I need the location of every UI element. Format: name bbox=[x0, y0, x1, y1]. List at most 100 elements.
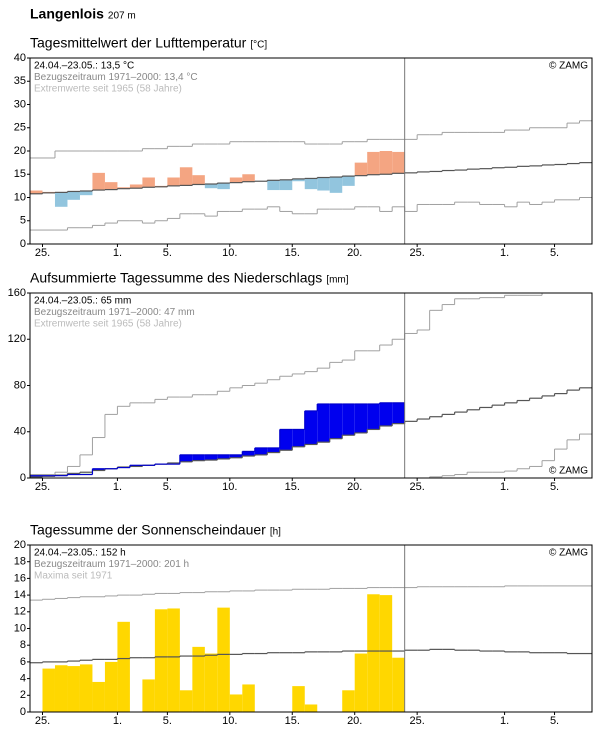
x-tick-label: 25. bbox=[35, 247, 50, 259]
bar bbox=[179, 690, 193, 712]
y-tick-label: 0 bbox=[20, 706, 26, 718]
x-tick-label: 5. bbox=[550, 481, 559, 493]
deviation-bar bbox=[92, 172, 105, 191]
deviation-bar bbox=[292, 178, 305, 182]
deviation-bar bbox=[392, 151, 405, 174]
x-tick-label: 20. bbox=[347, 481, 362, 493]
y-tick-label: 0 bbox=[20, 472, 26, 484]
station-name: Langenlois bbox=[30, 6, 104, 22]
deviation-bar bbox=[217, 183, 230, 190]
bar bbox=[379, 595, 393, 712]
deviation-bar bbox=[229, 177, 243, 183]
bar bbox=[304, 704, 318, 712]
deviation-bar bbox=[304, 178, 318, 190]
cumulative-bar bbox=[242, 451, 255, 457]
y-tick-label: 40 bbox=[14, 426, 26, 438]
deviation-bar bbox=[267, 180, 280, 191]
annotation-box bbox=[31, 546, 221, 584]
plot-frame bbox=[29, 57, 593, 245]
chart-unit: [°C] bbox=[250, 40, 267, 51]
x-tick-label: 5. bbox=[550, 247, 559, 259]
x-tick-label: 25. bbox=[35, 715, 50, 727]
cumulative-bar bbox=[392, 402, 405, 424]
deviation-bar bbox=[192, 175, 205, 185]
annotation: Maxima seit 1971 bbox=[34, 571, 113, 582]
bar bbox=[79, 664, 93, 712]
chart-unit: [mm] bbox=[326, 275, 348, 286]
station-elevation: 207 m bbox=[108, 11, 136, 22]
y-tick-label: 5 bbox=[20, 215, 26, 227]
x-tick-label: 15. bbox=[285, 481, 300, 493]
deviation-bar bbox=[317, 177, 330, 191]
bar bbox=[354, 653, 368, 712]
bar bbox=[217, 607, 230, 712]
cumulative-bar bbox=[179, 454, 193, 462]
annotation-box bbox=[31, 59, 221, 97]
bar bbox=[392, 657, 405, 712]
bar bbox=[167, 608, 180, 712]
deviation-bar bbox=[329, 177, 343, 193]
x-tick-label: 5. bbox=[550, 715, 559, 727]
bar bbox=[67, 666, 80, 712]
x-tick-label: 1. bbox=[113, 481, 122, 493]
cumulative-bar bbox=[217, 454, 230, 459]
cumulative-bar bbox=[79, 472, 93, 475]
deviation-bar bbox=[79, 190, 93, 196]
cumulative-bar bbox=[317, 404, 330, 443]
x-tick-label: 1. bbox=[500, 247, 509, 259]
y-tick-label: 18 bbox=[14, 556, 26, 568]
chart-title: Tagesmittelwert der Lufttemperatur bbox=[30, 35, 247, 51]
annotation: Extremwerte seit 1965 (58 Jahre) bbox=[34, 84, 182, 95]
y-tick-label: 40 bbox=[14, 52, 26, 64]
bar bbox=[229, 694, 243, 712]
bar bbox=[104, 661, 118, 712]
cumulative-bar bbox=[329, 404, 343, 439]
annotation: Bezugszeitraum 1971–2000: 13,4 °C bbox=[34, 72, 198, 83]
y-tick-label: 8 bbox=[20, 639, 26, 651]
deviation-bar bbox=[67, 191, 80, 200]
annotation: Bezugszeitraum 1971–2000: 201 h bbox=[34, 559, 189, 570]
y-tick-label: 20 bbox=[14, 539, 26, 551]
y-tick-label: 120 bbox=[8, 333, 26, 345]
bar bbox=[292, 686, 305, 712]
cumulative-bar bbox=[267, 447, 280, 453]
x-tick-label: 15. bbox=[285, 247, 300, 259]
y-tick-label: 35 bbox=[14, 75, 26, 87]
y-tick-label: 14 bbox=[14, 589, 26, 601]
annotation: Extremwerte seit 1965 (58 Jahre) bbox=[34, 319, 182, 330]
chart-title: Tagessumme der Sonnenscheindauer bbox=[30, 522, 266, 538]
x-tick-label: 20. bbox=[347, 715, 362, 727]
y-tick-label: 25 bbox=[14, 122, 26, 134]
deviation-bar bbox=[129, 184, 143, 189]
x-tick-label: 25. bbox=[410, 715, 425, 727]
deviation-bar bbox=[342, 176, 355, 186]
cumulative-bar bbox=[354, 404, 368, 433]
x-tick-label: 20. bbox=[347, 247, 362, 259]
cumulative-bar bbox=[379, 402, 393, 426]
deviation-bar bbox=[379, 151, 393, 175]
cumulative-bar bbox=[254, 447, 268, 455]
bar bbox=[117, 621, 130, 712]
y-tick-label: 16 bbox=[14, 572, 26, 584]
annotation: 24.04.–23.05.: 65 mm bbox=[34, 296, 131, 307]
x-tick-label: 5. bbox=[163, 481, 172, 493]
y-tick-label: 160 bbox=[8, 287, 26, 299]
bar bbox=[154, 609, 168, 712]
x-tick-label: 1. bbox=[500, 715, 509, 727]
deviation-bar bbox=[354, 162, 368, 176]
bar bbox=[367, 594, 380, 712]
cumulative-bar bbox=[279, 429, 293, 451]
annotation-box bbox=[31, 294, 221, 332]
annotation: 24.04.–23.05.: 152 h bbox=[34, 548, 126, 559]
x-tick-label: 10. bbox=[222, 247, 237, 259]
cumulative-bar bbox=[367, 404, 380, 430]
x-tick-label: 15. bbox=[285, 715, 300, 727]
x-tick-label: 25. bbox=[410, 481, 425, 493]
x-tick-label: 25. bbox=[35, 481, 50, 493]
cumulative-bar bbox=[342, 404, 355, 436]
deviation-bar bbox=[104, 182, 118, 190]
bar bbox=[54, 665, 68, 712]
bar bbox=[142, 679, 155, 712]
y-tick-label: 10 bbox=[14, 622, 26, 634]
x-tick-label: 5. bbox=[163, 715, 172, 727]
